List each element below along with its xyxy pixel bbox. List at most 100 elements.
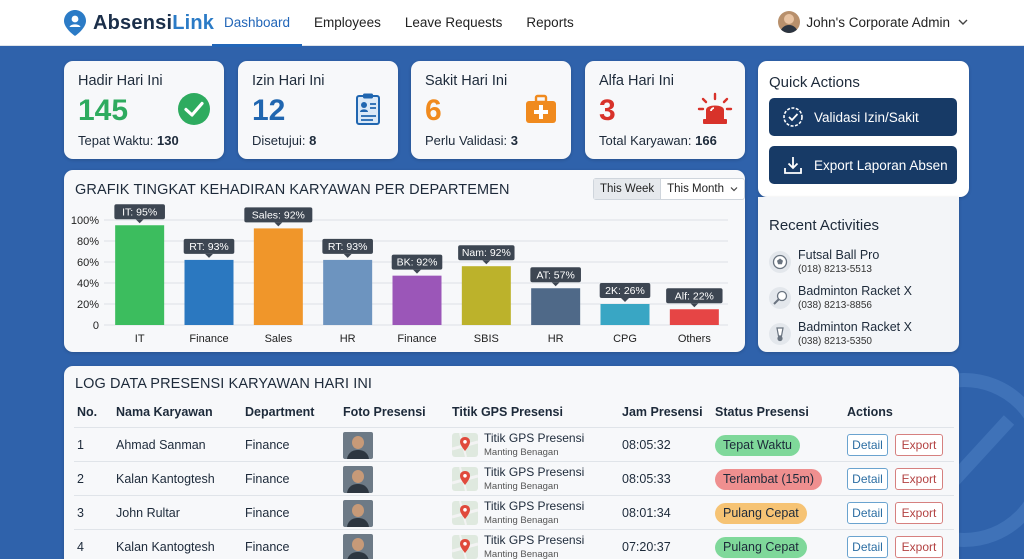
x-tick-label: HR xyxy=(340,333,356,345)
gps-sublabel: Manting Benagan xyxy=(484,447,559,458)
y-tick-label: 100% xyxy=(71,215,99,227)
employee-department: Finance xyxy=(245,540,290,554)
employee-name: Ahmad Sanman xyxy=(116,438,206,452)
map-pin-icon[interactable] xyxy=(451,466,479,492)
stat-value: 3 xyxy=(599,94,616,127)
data-label-pointer xyxy=(621,298,629,302)
this-week-toggle[interactable]: This Week xyxy=(594,179,662,199)
this-month-label: This Month xyxy=(667,183,724,195)
data-label-bubble xyxy=(530,267,581,283)
attendance-photo[interactable] xyxy=(343,500,373,527)
y-tick-label: 40% xyxy=(77,278,99,290)
data-label: RT: 93% xyxy=(328,241,368,253)
row-number: 1 xyxy=(77,438,84,452)
location-pin-logo-icon xyxy=(64,10,86,36)
brand-logo[interactable]: AbsensiLink xyxy=(63,9,214,37)
activity-phone: (038) 8213-8856 xyxy=(798,300,872,311)
stat-sub: Total Karyawan: 166 xyxy=(599,133,717,148)
y-tick-label: 0 xyxy=(93,320,99,332)
y-tick-label: 60% xyxy=(77,257,99,269)
activity-name: Futsal Ball Pro xyxy=(798,248,880,262)
status-badge: Pulang Cepat xyxy=(715,503,807,524)
attendance-photo[interactable] xyxy=(343,466,373,493)
bar xyxy=(392,275,442,325)
row-number: 4 xyxy=(77,540,84,554)
avatar xyxy=(778,11,801,33)
chart-title: GRAFIK TINGKAT KEHADIRAN KARYAWAN PER DE… xyxy=(75,182,510,198)
stat-card-izin: Izin Hari Ini 12 Disetujui: 8 xyxy=(238,61,398,159)
col-header-gps: Titik GPS Presensi xyxy=(452,405,563,419)
status-badge: Terlambat (15m) xyxy=(715,469,822,490)
data-label: Alf: 22% xyxy=(675,290,714,302)
employee-name: Kalan Kantogtesh xyxy=(116,472,215,486)
row-number: 3 xyxy=(77,506,84,520)
stat-card-sakit: Sakit Hari Ini 6 Perlu Validasi: 3 xyxy=(411,61,571,159)
col-header-name: Nama Karyawan xyxy=(116,405,213,419)
data-label-pointer xyxy=(274,222,283,227)
user-menu[interactable]: John's Corporate Admin xyxy=(778,11,968,33)
status-badge: Tepat Waktu xyxy=(715,435,801,456)
gps-label[interactable]: Titik GPS Presensi xyxy=(484,431,585,445)
gps-label[interactable]: Titik GPS Presensi xyxy=(484,465,585,479)
this-month-dropdown[interactable]: This Month xyxy=(661,179,744,199)
stat-sub: Tepat Waktu: 130 xyxy=(78,133,179,148)
bar xyxy=(600,304,650,325)
data-label-pointer xyxy=(690,303,699,308)
activity-phone: (038) 8213-5350 xyxy=(798,336,872,347)
activity-name: Badminton Racket X xyxy=(798,320,912,334)
validate-leave-button[interactable]: Validasi Izin/Sakit xyxy=(769,98,957,136)
attendance-photo[interactable] xyxy=(343,534,373,559)
export-button[interactable]: Export xyxy=(895,468,943,490)
y-tick-label: 80% xyxy=(77,236,99,248)
nav-reports[interactable]: Reports xyxy=(526,15,574,30)
gps-label[interactable]: Titik GPS Presensi xyxy=(484,499,585,513)
detail-button[interactable]: Detail xyxy=(847,536,888,558)
activity-item[interactable]: Futsal Ball Pro (018) 8213-5513 xyxy=(769,247,954,279)
stat-value: 145 xyxy=(78,94,129,127)
data-label-pointer xyxy=(551,282,560,287)
table-row: 1 Ahmad Sanman Finance Titik GPS Presensi Ma… xyxy=(74,427,954,461)
quick-actions-panel: Quick Actions Validasi Izin/Sakit Export… xyxy=(758,61,969,197)
export-attendance-button[interactable]: Export Laporan Absen xyxy=(769,146,957,184)
export-button[interactable]: Export xyxy=(895,434,943,456)
data-label-pointer xyxy=(205,253,213,258)
gps-label[interactable]: Titik GPS Presensi xyxy=(484,533,585,547)
col-header-photo: Foto Presensi xyxy=(343,405,426,419)
brand-name: AbsensiLink xyxy=(93,11,215,34)
stat-value: 12 xyxy=(252,94,286,127)
validate-leave-label: Validasi Izin/Sakit xyxy=(814,109,919,125)
activity-item[interactable]: Badminton Racket X (038) 8213-8856 xyxy=(769,283,954,315)
stat-card-hadir: Hadir Hari Ini 145 Tepat Waktu: 130 xyxy=(64,61,224,159)
activity-phone: (018) 8213-5513 xyxy=(798,264,872,275)
map-pin-icon[interactable] xyxy=(451,500,479,526)
data-label: BK: 92% xyxy=(397,257,438,269)
nav-employees[interactable]: Employees xyxy=(314,15,381,30)
employee-name: John Rultar xyxy=(116,506,180,520)
stat-card-alfa: Alfa Hari Ini 3 Total Karyawan: 166 xyxy=(585,61,745,159)
col-header-status: Status Presensi xyxy=(715,405,809,419)
activity-item[interactable]: Badminton Racket X (038) 8213-5350 xyxy=(769,319,954,351)
nav-leave-requests[interactable]: Leave Requests xyxy=(404,15,503,30)
row-number: 2 xyxy=(77,472,84,486)
nav-dashboard[interactable]: Dashboard xyxy=(212,0,303,47)
map-pin-icon[interactable] xyxy=(451,534,479,559)
gps-sublabel: Manting Benagan xyxy=(484,549,559,559)
bar xyxy=(461,266,511,325)
stat-sub: Disetujui: 8 xyxy=(252,133,317,148)
recent-activities-panel: Recent Activities Futsal Ball Pro (018) … xyxy=(758,197,959,352)
map-pin-icon[interactable] xyxy=(451,432,479,458)
data-label: 2K: 26% xyxy=(605,285,645,297)
data-label-bubble xyxy=(599,283,651,298)
attendance-photo[interactable] xyxy=(343,432,373,459)
top-navbar: AbsensiLink Dashboard Employees Leave Re… xyxy=(0,0,1024,47)
alarm-siren-icon xyxy=(697,92,733,124)
attendance-time: 08:05:33 xyxy=(622,472,671,486)
gps-sublabel: Manting Benagan xyxy=(484,515,559,526)
detail-button[interactable]: Detail xyxy=(847,502,888,524)
data-label-bubble xyxy=(322,238,373,254)
export-button[interactable]: Export xyxy=(895,502,943,524)
detail-button[interactable]: Detail xyxy=(847,468,888,490)
export-button[interactable]: Export xyxy=(895,536,943,558)
stat-value: 6 xyxy=(425,94,442,127)
detail-button[interactable]: Detail xyxy=(847,434,888,456)
